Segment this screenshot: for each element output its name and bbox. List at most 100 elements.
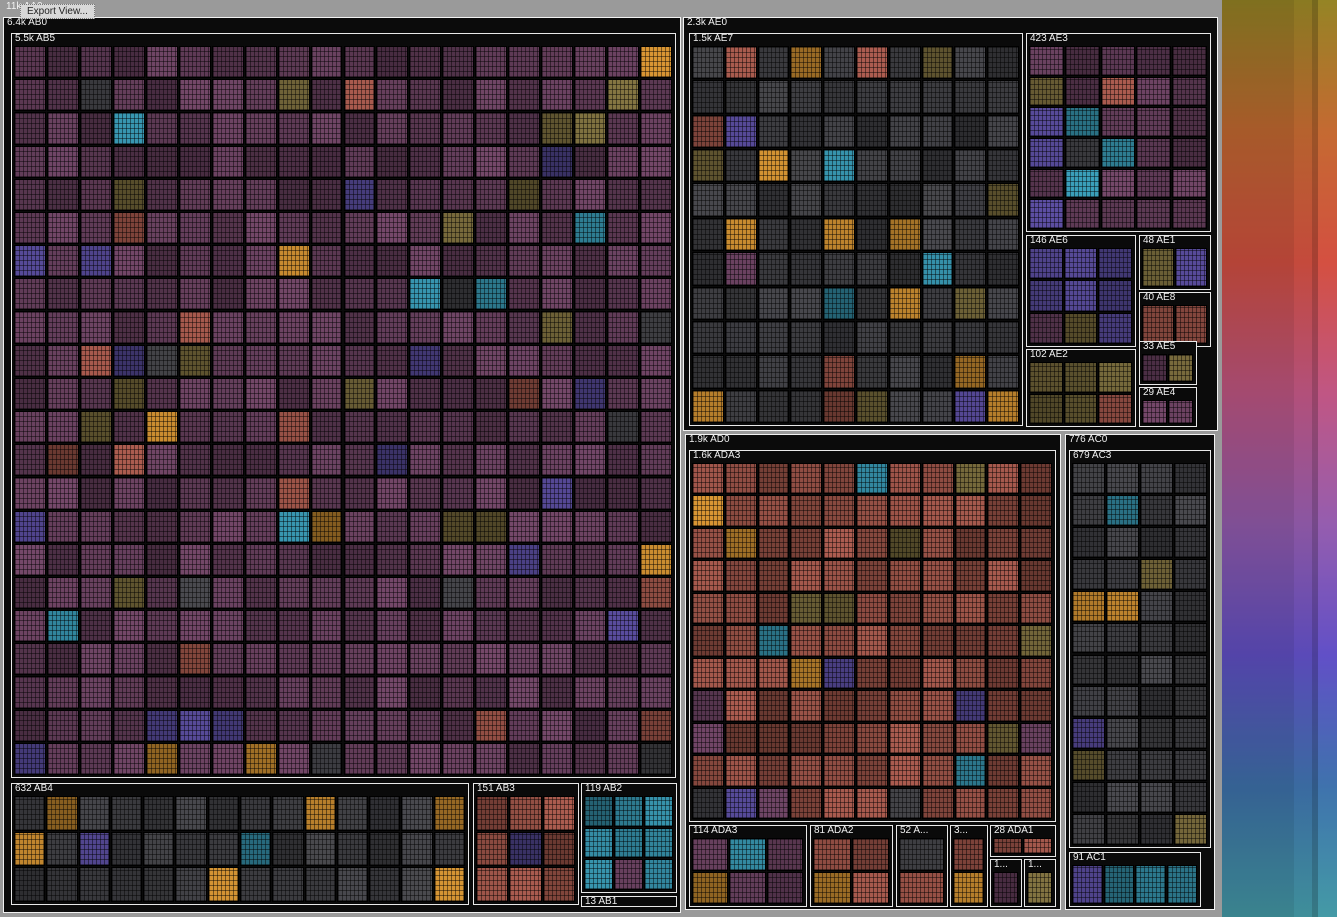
treemap-cell[interactable] [145, 278, 178, 311]
treemap-cell[interactable] [607, 377, 640, 410]
treemap-cell[interactable] [110, 867, 143, 902]
treemap-cell[interactable] [475, 676, 508, 709]
treemap-cell[interactable] [541, 178, 574, 211]
treemap-cell[interactable] [1136, 107, 1172, 137]
treemap-cell[interactable] [1064, 199, 1100, 229]
treemap-cell[interactable] [376, 112, 409, 145]
treemap-cell[interactable] [724, 527, 757, 560]
treemap-cell[interactable] [145, 742, 178, 775]
treemap-cell[interactable] [607, 510, 640, 543]
treemap-cell[interactable] [1020, 787, 1052, 819]
treemap-cell[interactable] [509, 796, 542, 831]
treemap-cell[interactable] [112, 709, 145, 742]
treemap-cell[interactable] [856, 755, 888, 787]
treemap-cell[interactable] [46, 79, 79, 112]
treemap-cell[interactable] [724, 183, 757, 217]
treemap-cell[interactable] [921, 80, 954, 114]
treemap-cell[interactable] [211, 79, 244, 112]
treemap-cell[interactable] [856, 787, 888, 819]
treemap-cell[interactable] [310, 211, 343, 245]
treemap-cell[interactable] [310, 145, 343, 178]
treemap-cell[interactable] [178, 344, 211, 377]
treemap-cell[interactable] [921, 722, 954, 755]
treemap-cell[interactable] [112, 46, 145, 79]
treemap-cell[interactable] [145, 46, 178, 79]
treemap-cell[interactable] [46, 796, 78, 831]
treemap-cell[interactable] [409, 477, 442, 510]
treemap-cell[interactable] [112, 344, 145, 377]
treemap-cell[interactable] [46, 245, 79, 278]
treemap-cell[interactable] [823, 755, 856, 787]
treemap-cell[interactable] [1020, 592, 1052, 625]
treemap-cell[interactable] [145, 576, 178, 610]
treemap-cell[interactable] [724, 755, 757, 787]
treemap-cell[interactable] [442, 46, 475, 79]
treemap-cell[interactable] [993, 838, 1022, 854]
treemap-cell[interactable] [724, 149, 757, 183]
treemap-cell[interactable] [888, 114, 921, 149]
treemap-cell[interactable] [987, 755, 1020, 787]
treemap-cell[interactable] [856, 286, 888, 320]
treemap-cell[interactable] [1029, 393, 1063, 424]
treemap-cell[interactable] [813, 871, 851, 904]
treemap-cell[interactable] [888, 755, 921, 787]
treemap-cell[interactable] [790, 183, 823, 217]
treemap-cell[interactable] [1174, 782, 1207, 814]
treemap-cell[interactable] [14, 46, 46, 79]
treemap-cell[interactable] [1072, 718, 1105, 750]
treemap-cell[interactable] [1106, 526, 1139, 558]
treemap-cell[interactable] [1063, 312, 1098, 344]
treemap-cell[interactable] [277, 112, 310, 145]
treemap-node-ac3[interactable]: 679 AC3 [1069, 450, 1211, 848]
treemap-cell[interactable] [1136, 199, 1172, 229]
treemap-cell[interactable] [987, 722, 1020, 755]
treemap-cell[interactable] [1140, 718, 1173, 750]
treemap-cell[interactable] [607, 46, 640, 79]
treemap-cell[interactable] [112, 377, 145, 410]
treemap-cell[interactable] [376, 543, 409, 576]
treemap-cell[interactable] [244, 79, 277, 112]
treemap-cell[interactable] [433, 796, 465, 831]
treemap-cell[interactable] [475, 444, 508, 477]
treemap-cell[interactable] [1098, 248, 1132, 280]
treemap-cell[interactable] [987, 114, 1019, 149]
treemap-cell[interactable] [1174, 750, 1207, 782]
treemap-cell[interactable] [508, 643, 541, 676]
treemap-cell[interactable] [277, 477, 310, 510]
treemap-cell[interactable] [1029, 138, 1064, 168]
treemap-cell[interactable] [640, 211, 672, 245]
treemap-cell[interactable] [310, 46, 343, 79]
treemap-cell[interactable] [692, 183, 724, 217]
treemap-cell[interactable] [442, 510, 475, 543]
treemap-cell[interactable] [508, 344, 541, 377]
treemap-cell[interactable] [244, 543, 277, 576]
treemap-cell[interactable] [1029, 168, 1064, 199]
treemap-cell[interactable] [921, 755, 954, 787]
treemap-cell[interactable] [304, 831, 336, 867]
treemap-cell[interactable] [112, 145, 145, 178]
treemap-cell[interactable] [888, 389, 921, 423]
treemap-cell[interactable] [851, 871, 889, 904]
treemap-cell[interactable] [1172, 138, 1207, 168]
treemap-cell[interactable] [574, 444, 607, 477]
treemap-cell[interactable] [729, 871, 766, 904]
treemap-cell[interactable] [110, 831, 143, 867]
treemap-cell[interactable] [921, 463, 954, 495]
treemap-cell[interactable] [692, 217, 724, 252]
treemap-cell[interactable] [369, 796, 401, 831]
treemap-cell[interactable] [607, 477, 640, 510]
treemap-cell[interactable] [607, 311, 640, 344]
treemap-cell[interactable] [409, 178, 442, 211]
treemap-cell[interactable] [692, 787, 724, 819]
treemap-cell[interactable] [1029, 362, 1063, 393]
treemap-cell[interactable] [692, 114, 724, 149]
treemap-cell[interactable] [112, 643, 145, 676]
treemap-cell[interactable] [143, 796, 175, 831]
treemap-cell[interactable] [757, 286, 790, 320]
treemap-cell[interactable] [1174, 814, 1207, 845]
treemap-cell[interactable] [640, 79, 672, 112]
treemap-cell[interactable] [476, 796, 509, 831]
treemap-cell[interactable] [856, 80, 888, 114]
treemap-cell[interactable] [856, 527, 888, 560]
treemap-cell[interactable] [409, 377, 442, 410]
